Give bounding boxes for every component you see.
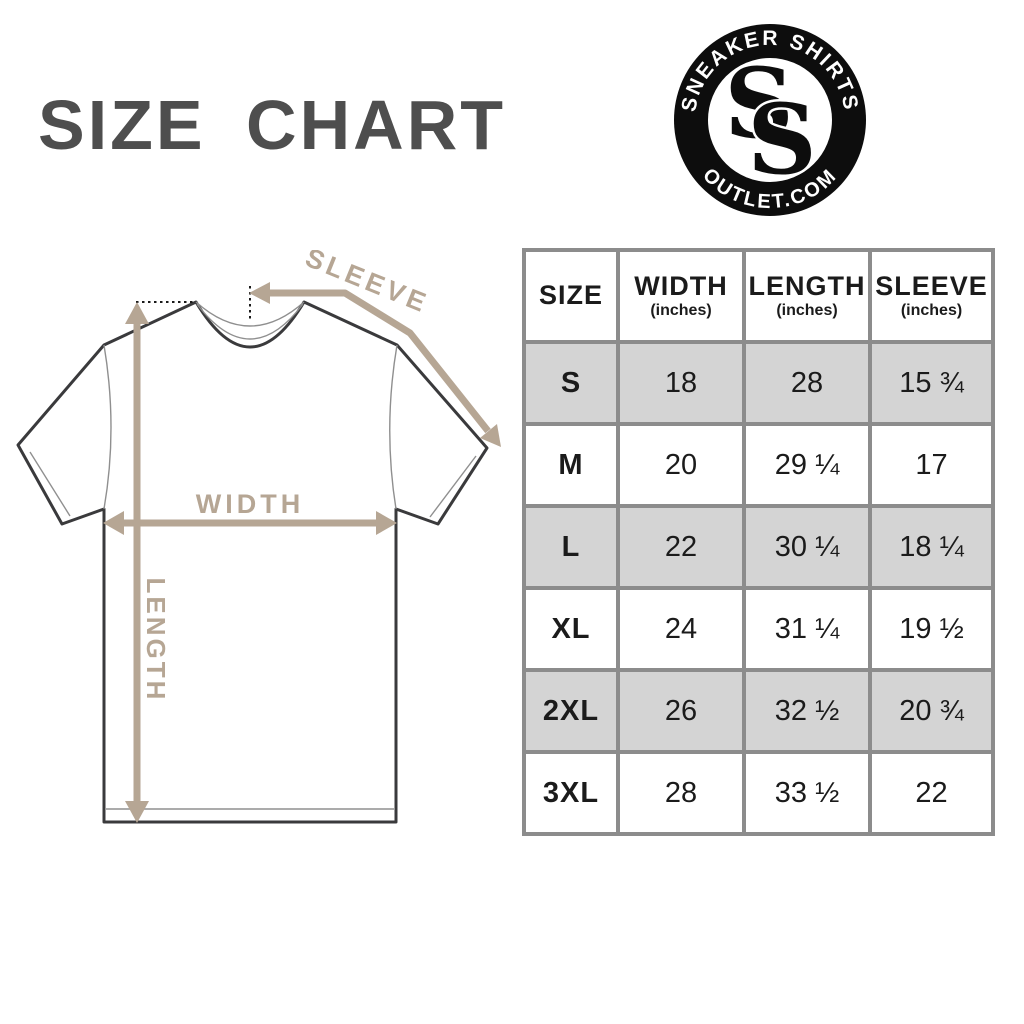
collar-outer-seam — [195, 301, 305, 327]
tshirt-outline — [16, 300, 489, 824]
cell-width: 24 — [616, 586, 746, 672]
cell-size: M — [522, 422, 620, 508]
column-header-sleeve: SLEEVE (inches) — [868, 248, 995, 344]
length-label: LENGTH — [141, 578, 171, 703]
size-row-m: M 20 29 ¼ 17 — [522, 422, 995, 508]
cell-sleeve: 18 ¼ — [868, 504, 995, 590]
left-cuff-seam — [29, 451, 71, 517]
page-title: SIZE CHART — [38, 86, 506, 164]
cell-length: 30 ¼ — [742, 504, 872, 590]
size-table-header-row: SIZE WIDTH (inches) LENGTH (inches) SLEEVE… — [522, 248, 995, 344]
cell-width: 20 — [616, 422, 746, 508]
sleeve-arrowhead-left-icon — [249, 282, 270, 304]
size-table: SIZE WIDTH (inches) LENGTH (inches) SLEEVE… — [522, 248, 995, 836]
column-header-size: SIZE — [522, 248, 620, 344]
cell-length: 32 ½ — [742, 668, 872, 754]
sleeve-arrow — [262, 289, 491, 434]
cell-sleeve: 22 — [868, 750, 995, 836]
logo-monogram-s2: S — [747, 83, 816, 196]
collar-inner-seam — [196, 303, 304, 340]
cell-sleeve: 19 ½ — [868, 586, 995, 672]
logo-inner-circle — [708, 58, 832, 182]
cell-width: 26 — [616, 668, 746, 754]
size-row-2xl: 2XL 26 32 ½ 20 ¾ — [522, 668, 995, 754]
column-header-width: WIDTH (inches) — [616, 248, 746, 344]
cell-width: 18 — [616, 340, 746, 426]
brand-logo: SNEAKER SHIRTS OUTLET.COM S S — [663, 13, 877, 227]
tshirt-diagram-icon: LENGTH WIDTH SLEEVE — [16, 242, 501, 824]
size-row-l: L 22 30 ¼ 18 ¼ — [522, 504, 995, 590]
cell-length: 31 ¼ — [742, 586, 872, 672]
cell-sleeve: 15 ¾ — [868, 340, 995, 426]
cell-width: 22 — [616, 504, 746, 590]
cell-size: 2XL — [522, 668, 620, 754]
sleeve-arrowhead-end-icon — [480, 424, 501, 447]
column-header-length: LENGTH (inches) — [742, 248, 872, 344]
right-armhole-seam — [389, 344, 398, 510]
cell-size: XL — [522, 586, 620, 672]
size-row-s: S 18 28 15 ¾ — [522, 340, 995, 426]
cell-sleeve: 20 ¾ — [868, 668, 995, 754]
length-arrowhead-up-icon — [125, 302, 149, 324]
width-arrowhead-left-icon — [103, 511, 124, 535]
cell-length: 33 ½ — [742, 750, 872, 836]
logo-monogram-s1: S — [724, 47, 793, 160]
tshirt-measure-diagram: LENGTH WIDTH SLEEVE — [0, 242, 520, 840]
width-arrowhead-right-icon — [376, 511, 397, 535]
left-armhole-seam — [103, 344, 112, 510]
cell-size: L — [522, 504, 620, 590]
length-arrowhead-down-icon — [125, 801, 149, 823]
brand-logo-badge-icon: SNEAKER SHIRTS OUTLET.COM S S — [674, 24, 866, 216]
size-row-3xl: 3XL 28 33 ½ 22 — [522, 750, 995, 836]
cell-sleeve: 17 — [868, 422, 995, 508]
cell-length: 29 ¼ — [742, 422, 872, 508]
cell-size: S — [522, 340, 620, 426]
right-cuff-seam — [429, 455, 477, 518]
cell-width: 28 — [616, 750, 746, 836]
cell-size: 3XL — [522, 750, 620, 836]
cell-length: 28 — [742, 340, 872, 426]
width-label: WIDTH — [196, 489, 304, 519]
size-row-xl: XL 24 31 ¼ 19 ½ — [522, 586, 995, 672]
